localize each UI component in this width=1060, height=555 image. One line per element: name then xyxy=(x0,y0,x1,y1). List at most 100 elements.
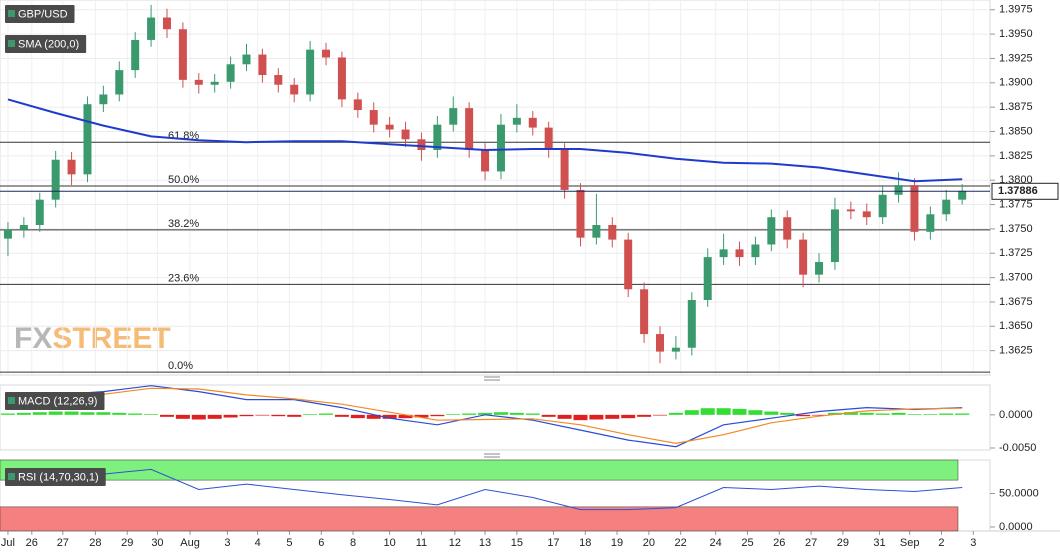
histogram-bar xyxy=(271,414,286,417)
histogram-bar xyxy=(796,414,811,417)
histogram-bar xyxy=(239,414,254,417)
histogram-bar xyxy=(144,414,159,415)
candle-body xyxy=(687,300,696,348)
x-tick-label: Jul xyxy=(1,537,15,549)
y-tick-label: 1.3775 xyxy=(999,198,1033,210)
candle-body xyxy=(337,57,346,100)
histogram-bar xyxy=(0,413,15,415)
histogram-bar xyxy=(319,413,334,415)
legend-label: GBP/USD xyxy=(18,8,68,20)
y-tick-label: -0.0050 xyxy=(999,442,1036,454)
candle-body xyxy=(735,249,744,258)
histogram-bar xyxy=(907,414,922,415)
legend-swatch xyxy=(8,473,15,480)
candle-body xyxy=(210,81,219,85)
candle-body xyxy=(353,99,362,111)
histogram-bar xyxy=(175,414,190,419)
y-tick-label: 0.0000 xyxy=(999,409,1033,421)
histogram-bar xyxy=(462,413,477,415)
candle-body xyxy=(401,129,410,140)
candle-body xyxy=(783,217,792,240)
histogram-bar xyxy=(80,412,95,415)
histogram-bar xyxy=(732,408,747,415)
x-tick-label: 19 xyxy=(611,537,623,549)
histogram-bar xyxy=(859,412,874,415)
histogram-bar xyxy=(207,414,222,419)
candle-body xyxy=(83,104,92,175)
histogram-bar xyxy=(48,411,63,415)
candle-body xyxy=(544,127,553,150)
x-tick-label: 4 xyxy=(255,537,261,549)
histogram-bar xyxy=(541,414,556,417)
histogram-bar xyxy=(478,412,493,415)
candle-body xyxy=(576,189,585,238)
y-tick-label: 1.3700 xyxy=(999,272,1033,284)
candle-body xyxy=(322,49,331,58)
candle-body xyxy=(35,199,44,225)
histogram-bar xyxy=(191,414,206,420)
candle-body xyxy=(830,209,839,263)
x-tick-label: 18 xyxy=(579,537,591,549)
line xyxy=(7,385,963,448)
histogram-bar xyxy=(334,414,349,417)
candle-body xyxy=(862,211,871,218)
candle-body xyxy=(958,190,967,200)
candle-body xyxy=(512,117,521,125)
pane-handle[interactable] xyxy=(484,376,500,381)
candle-body xyxy=(608,225,617,240)
x-tick-label: 13 xyxy=(479,537,491,549)
candle-body xyxy=(560,150,569,190)
legend-swatch xyxy=(8,10,15,17)
candle-body xyxy=(242,54,251,65)
pane-handle[interactable] xyxy=(484,453,500,458)
histogram-bar xyxy=(493,412,508,415)
x-tick-label: 27 xyxy=(57,537,69,549)
legend-label: RSI (14,70,30,1) xyxy=(18,471,99,483)
x-tick-label: 29 xyxy=(837,537,849,549)
x-tick-label: 3 xyxy=(224,537,230,549)
histogram-bar xyxy=(923,414,938,415)
histogram-bar xyxy=(653,414,667,416)
x-tick-label: 10 xyxy=(384,537,396,549)
legend-box xyxy=(5,35,87,53)
x-tick-label: 26 xyxy=(26,537,38,549)
histogram-bar xyxy=(716,408,731,415)
price-pane xyxy=(0,0,991,376)
y-tick-label: 1.3975 xyxy=(999,4,1033,16)
candle-body xyxy=(592,225,601,238)
histogram-bar xyxy=(128,413,143,415)
x-tick-label: 8 xyxy=(350,537,356,549)
candle-body xyxy=(194,79,203,85)
x-tick-label: 15 xyxy=(511,537,523,549)
x-tick-label: 25 xyxy=(741,537,753,549)
x-tick-label: 17 xyxy=(547,537,559,549)
y-tick-label: 1.3675 xyxy=(999,296,1033,308)
histogram-bar xyxy=(684,410,699,415)
histogram-bar xyxy=(812,414,827,416)
x-tick-label: 20 xyxy=(643,537,655,549)
legend-box xyxy=(5,468,106,486)
candle-body xyxy=(417,139,426,150)
candle-body xyxy=(3,229,12,239)
x-tick-label: 2 xyxy=(938,537,944,549)
candle-body xyxy=(465,108,474,150)
candle-body xyxy=(147,17,156,40)
histogram-bar xyxy=(159,414,174,417)
candle-body xyxy=(703,257,712,300)
x-tick-label: 26 xyxy=(773,537,785,549)
histogram-bar xyxy=(589,414,604,420)
candle-body xyxy=(878,194,887,218)
legend-box xyxy=(5,392,105,410)
legend-label: SMA (200,0) xyxy=(18,38,79,50)
candle-body xyxy=(258,54,267,75)
histogram-bar xyxy=(668,412,683,415)
histogram-bar xyxy=(64,411,79,415)
watermark: FXSTREET xyxy=(14,322,171,355)
candle-body xyxy=(910,185,919,232)
x-tick-label: 31 xyxy=(873,537,885,549)
legend-box xyxy=(5,5,75,23)
histogram-bar xyxy=(621,414,636,419)
candle-body xyxy=(19,225,28,230)
y-tick-label: 1.3825 xyxy=(999,150,1033,162)
fib-label: 0.0% xyxy=(168,360,193,372)
